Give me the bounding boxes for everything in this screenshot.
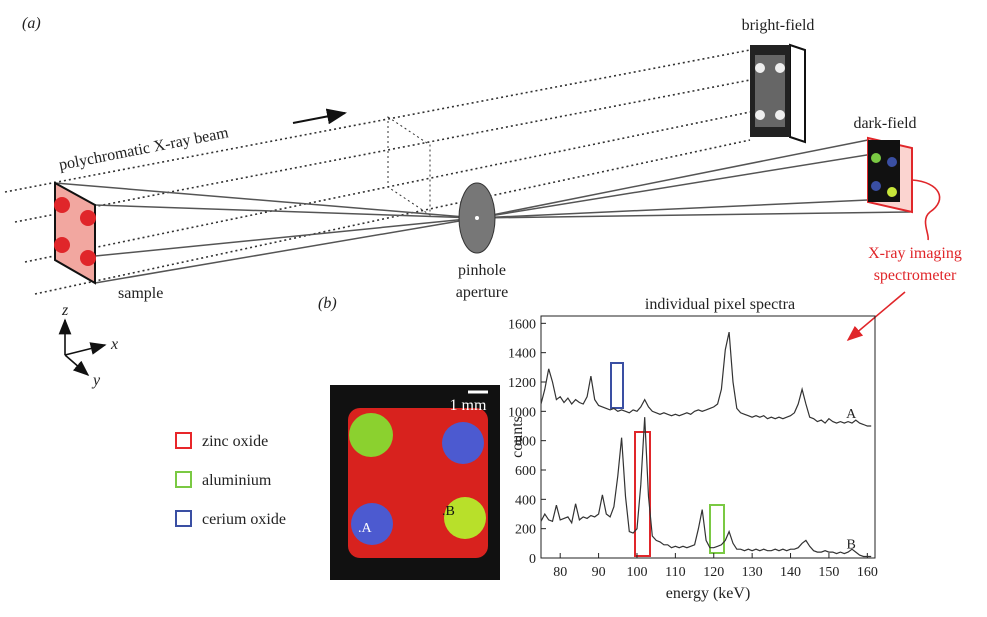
plot-frame: [541, 316, 875, 558]
x-tick-label: 110: [665, 565, 685, 580]
pinhole-label: aperture: [456, 284, 508, 301]
spectrometer-label: spectrometer: [874, 267, 957, 284]
chart-title: individual pixel spectra: [645, 296, 795, 313]
dark-field-label: dark-field: [853, 115, 916, 132]
dark-field-detector: [868, 138, 912, 212]
spectrum-line: [541, 417, 871, 556]
panel-label: (b): [318, 295, 337, 312]
y-tick-label: 800: [515, 435, 536, 450]
axis-glyph-label: x: [110, 336, 118, 353]
spectra-chart: individual pixel spectra energy (keV) co…: [508, 296, 878, 602]
spectrometer-connector: [912, 180, 940, 240]
axes-glyph: [65, 320, 105, 375]
window-cerium: [611, 363, 623, 408]
legend: zinc oxide aluminium cerium oxide: [176, 433, 286, 528]
axis-glyph-label: z: [61, 302, 69, 319]
spectrometer-label: X-ray imaging: [868, 245, 962, 262]
y-tick-label: 1200: [508, 376, 536, 391]
point-label: .B: [442, 504, 455, 519]
x-tick-label: 140: [780, 565, 801, 580]
y-tick-label: 1400: [508, 347, 536, 362]
bright-field-detector: [750, 45, 805, 142]
y-tick-label: 200: [515, 523, 536, 538]
x-tick-label: 150: [818, 565, 839, 580]
legend-swatch: [176, 511, 191, 526]
sample-box: [54, 183, 96, 283]
y-tick-label: 0: [529, 552, 536, 567]
pinhole-label: pinhole: [458, 262, 506, 279]
series-label: A: [846, 407, 857, 422]
bright-field-label: bright-field: [742, 17, 815, 34]
panel-label: (a): [22, 15, 41, 32]
x-tick-label: 130: [742, 565, 763, 580]
sample-label: sample: [118, 285, 163, 302]
series-label: B: [846, 538, 855, 553]
beam-lines: [5, 50, 750, 294]
legend-label: aluminium: [202, 472, 272, 489]
beam-arrow: [293, 113, 345, 123]
beam-label: polychromatic X-ray beam: [58, 124, 231, 174]
axis-glyph-label: y: [91, 372, 101, 389]
legend-label: cerium oxide: [202, 511, 286, 528]
figure: (a) polychromatic X-ray beam sample pinh…: [0, 0, 987, 617]
legend-label: zinc oxide: [202, 433, 268, 450]
element-map: [330, 385, 500, 580]
point-label: .A: [358, 521, 373, 536]
window-aluminium: [710, 505, 724, 553]
legend-swatch: [176, 472, 191, 487]
x-tick-label: 100: [626, 565, 647, 580]
y-tick-label: 1600: [508, 317, 536, 332]
x-tick-label: 160: [857, 565, 878, 580]
x-tick-label: 80: [553, 565, 567, 580]
x-tick-label: 90: [592, 565, 606, 580]
pinhole-hole: [475, 216, 479, 220]
y-tick-label: 1000: [508, 405, 536, 420]
x-tick-label: 120: [703, 565, 724, 580]
legend-swatch: [176, 433, 191, 448]
x-axis-label: energy (keV): [666, 585, 751, 602]
y-tick-label: 400: [515, 493, 536, 508]
spectrum-line: [541, 332, 871, 426]
y-tick-label: 600: [515, 464, 536, 479]
scale-bar-label: 1 mm: [450, 397, 487, 414]
